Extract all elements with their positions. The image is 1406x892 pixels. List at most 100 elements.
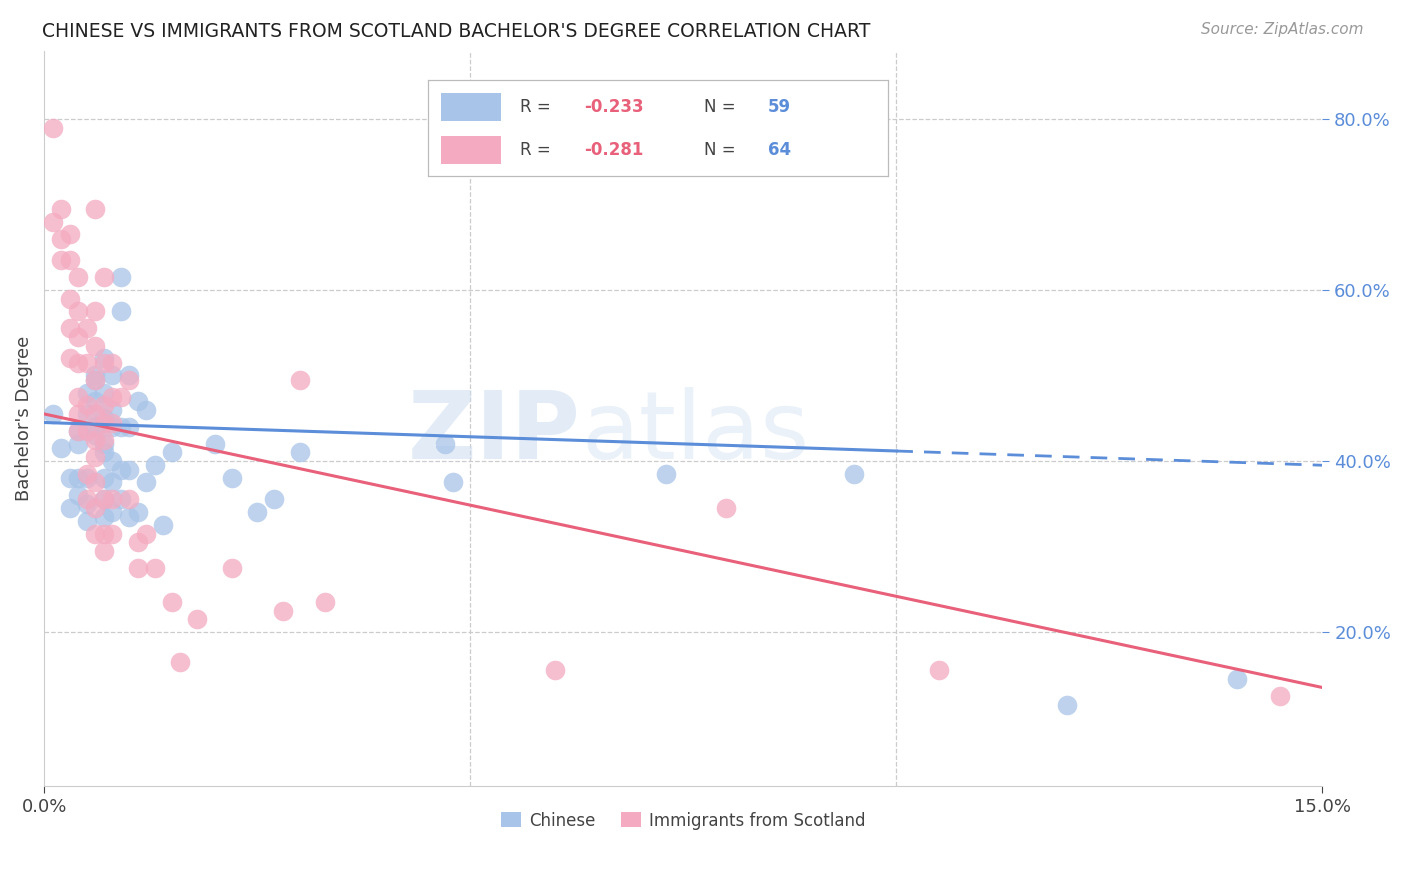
Point	[288, 445, 311, 459]
Point	[84, 475, 107, 490]
Point	[93, 437, 115, 451]
Point	[41, 120, 63, 135]
Point	[544, 664, 567, 678]
Point	[59, 471, 82, 485]
Point	[655, 467, 678, 481]
Point	[1268, 689, 1291, 703]
Point	[59, 321, 82, 335]
Point	[221, 561, 243, 575]
Point	[67, 356, 90, 370]
Point	[49, 441, 72, 455]
Point	[160, 595, 183, 609]
Legend: Chinese, Immigrants from Scotland: Chinese, Immigrants from Scotland	[495, 805, 872, 837]
Point	[110, 304, 132, 318]
Point	[714, 500, 737, 515]
Point	[127, 505, 149, 519]
Point	[93, 416, 115, 430]
Point	[41, 407, 63, 421]
Point	[84, 428, 107, 442]
Point	[84, 304, 107, 318]
Point	[135, 526, 157, 541]
Point	[928, 664, 950, 678]
Point	[67, 471, 90, 485]
Point	[67, 390, 90, 404]
Point	[127, 561, 149, 575]
Point	[84, 373, 107, 387]
Point	[76, 514, 98, 528]
Point	[93, 411, 115, 425]
Point	[93, 492, 115, 507]
Point	[76, 497, 98, 511]
Point	[314, 595, 336, 609]
Point	[160, 445, 183, 459]
Point	[118, 373, 141, 387]
Point	[101, 454, 124, 468]
Point	[41, 214, 63, 228]
Point	[101, 526, 124, 541]
Point	[1056, 698, 1078, 712]
Point	[84, 433, 107, 447]
Point	[84, 368, 107, 383]
Y-axis label: Bachelor's Degree: Bachelor's Degree	[15, 335, 32, 501]
Point	[76, 321, 98, 335]
Point	[93, 356, 115, 370]
Point	[101, 505, 124, 519]
Point	[110, 462, 132, 476]
Point	[246, 505, 269, 519]
Point	[59, 500, 82, 515]
Point	[84, 419, 107, 434]
Point	[135, 402, 157, 417]
Point	[76, 424, 98, 438]
Point	[288, 373, 311, 387]
Point	[433, 437, 456, 451]
Point	[67, 407, 90, 421]
Point	[93, 543, 115, 558]
Point	[84, 407, 107, 421]
Point	[118, 492, 141, 507]
Point	[110, 419, 132, 434]
Point	[59, 227, 82, 242]
Point	[84, 394, 107, 409]
Point	[67, 270, 90, 285]
Point	[110, 390, 132, 404]
Point	[76, 398, 98, 412]
Point	[59, 253, 82, 268]
Point	[59, 292, 82, 306]
Text: Source: ZipAtlas.com: Source: ZipAtlas.com	[1201, 22, 1364, 37]
Point	[93, 433, 115, 447]
Point	[143, 458, 166, 473]
Point	[186, 612, 208, 626]
Point	[67, 437, 90, 451]
Point	[84, 373, 107, 387]
Point	[152, 518, 174, 533]
Point	[101, 416, 124, 430]
Point	[93, 270, 115, 285]
Point	[221, 471, 243, 485]
Point	[84, 526, 107, 541]
Point	[1226, 672, 1249, 686]
Point	[842, 467, 865, 481]
Point	[101, 475, 124, 490]
Point	[93, 445, 115, 459]
Point	[76, 467, 98, 481]
Point	[93, 398, 115, 412]
Text: CHINESE VS IMMIGRANTS FROM SCOTLAND BACHELOR'S DEGREE CORRELATION CHART: CHINESE VS IMMIGRANTS FROM SCOTLAND BACH…	[42, 22, 870, 41]
Point	[84, 338, 107, 352]
Point	[93, 385, 115, 400]
Point	[76, 407, 98, 421]
Point	[101, 390, 124, 404]
Point	[76, 356, 98, 370]
Point	[169, 655, 191, 669]
Point	[76, 385, 98, 400]
Point	[118, 368, 141, 383]
Point	[49, 202, 72, 216]
Point	[204, 437, 226, 451]
Text: ZIP: ZIP	[408, 387, 581, 479]
Point	[101, 356, 124, 370]
Point	[93, 492, 115, 507]
Point	[67, 304, 90, 318]
Point	[118, 462, 141, 476]
Point	[76, 492, 98, 507]
Point	[93, 526, 115, 541]
Point	[93, 471, 115, 485]
